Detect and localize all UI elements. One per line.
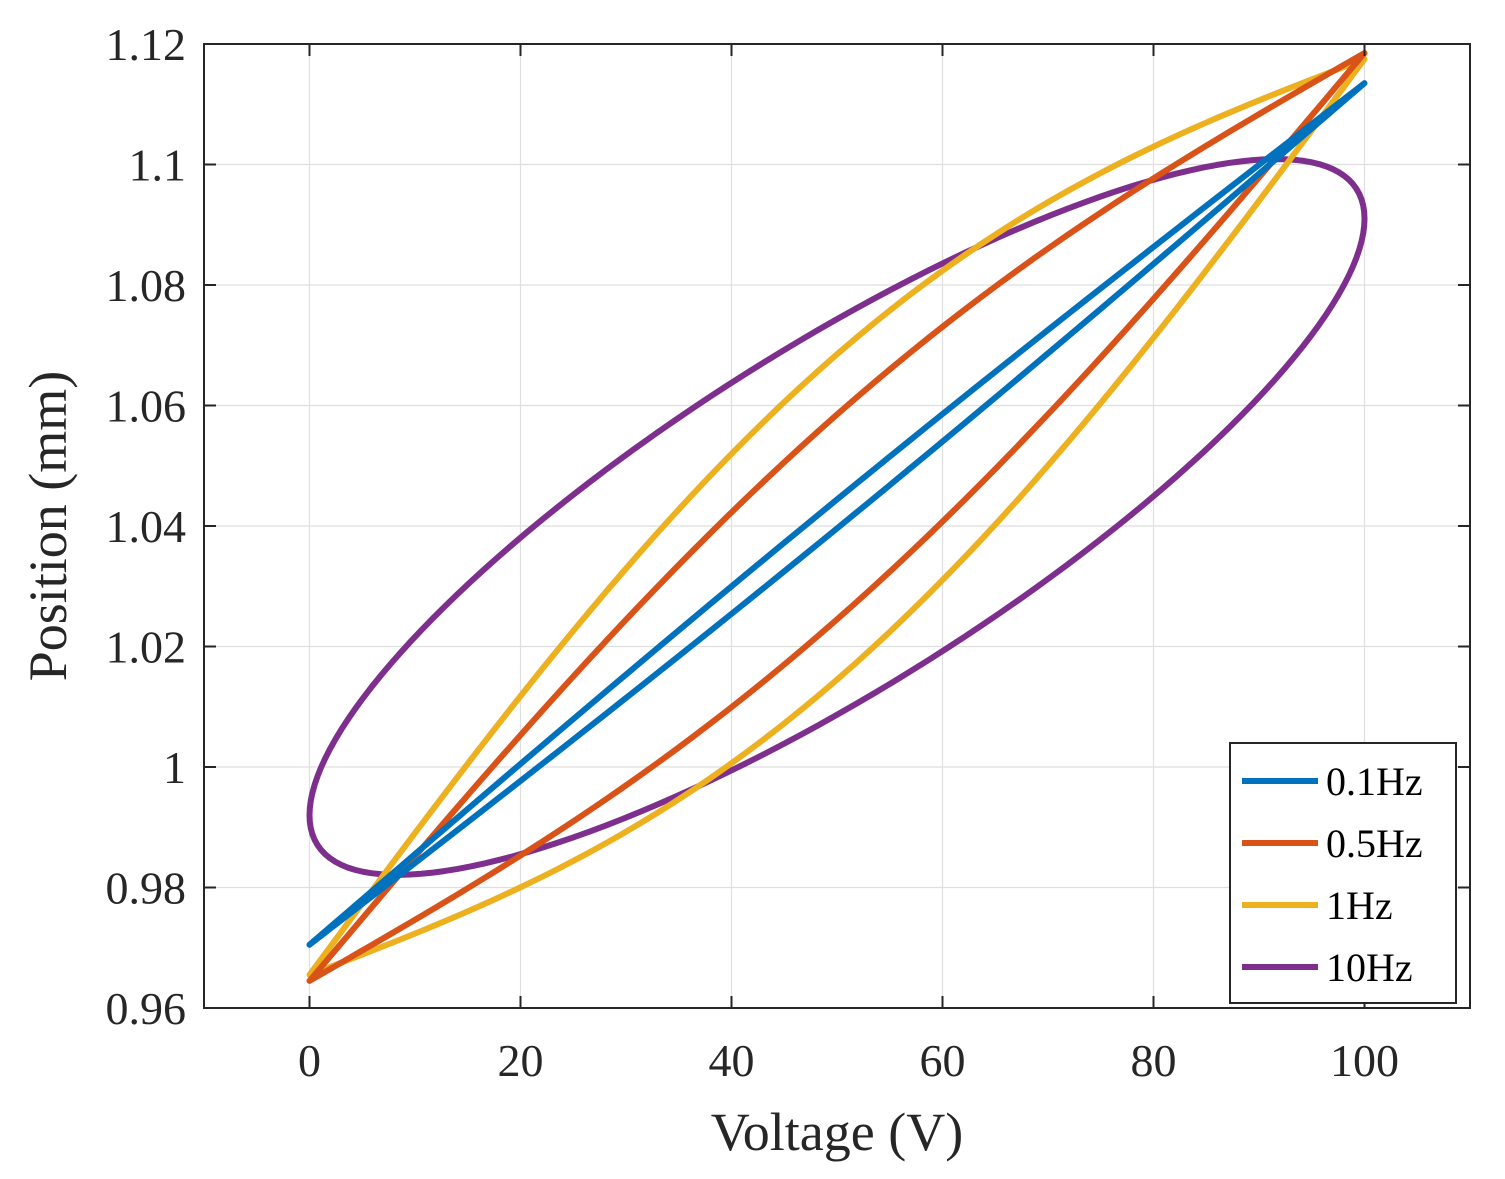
y-tick-label: 0.96 (106, 983, 187, 1034)
legend-label: 1Hz (1326, 883, 1393, 928)
series-line-10hz (306, 156, 1368, 878)
y-tick-label: 1.12 (106, 19, 187, 70)
legend-label: 0.1Hz (1326, 759, 1423, 804)
tick-labels: 0 20 40 60 80 100 0.96 0.98 1 1.02 1.04 1.06 1.08 1.1… (106, 19, 1400, 1086)
y-tick-label: 1.08 (106, 260, 187, 311)
y-tick-label: 1.06 (106, 381, 187, 432)
legend: 0.1Hz 0.5Hz 1Hz 10Hz (1229, 742, 1457, 1004)
y-tick-label: 1.04 (106, 501, 187, 552)
legend-label: 10Hz (1326, 945, 1413, 990)
y-axis-label: Position (mm) (18, 371, 78, 682)
x-tick-label: 0 (298, 1035, 321, 1086)
y-tick-label: 1.02 (106, 622, 187, 673)
series-line-0-1hz (306, 80, 1368, 948)
y-tick-label: 1.1 (129, 140, 187, 191)
x-axis-label: Voltage (V) (711, 1102, 963, 1162)
y-tick-label: 0.98 (106, 863, 187, 914)
series-line-1hz (306, 56, 1368, 978)
legend-label: 0.5Hz (1326, 821, 1423, 866)
y-tick-label: 1 (163, 742, 186, 793)
x-tick-label: 100 (1330, 1035, 1399, 1086)
x-tick-label: 60 (920, 1035, 966, 1086)
x-tick-label: 40 (709, 1035, 755, 1086)
x-tick-label: 20 (498, 1035, 544, 1086)
axis-ticks (204, 43, 1470, 1009)
legend-box (1229, 742, 1457, 1004)
x-tick-label: 80 (1131, 1035, 1177, 1086)
